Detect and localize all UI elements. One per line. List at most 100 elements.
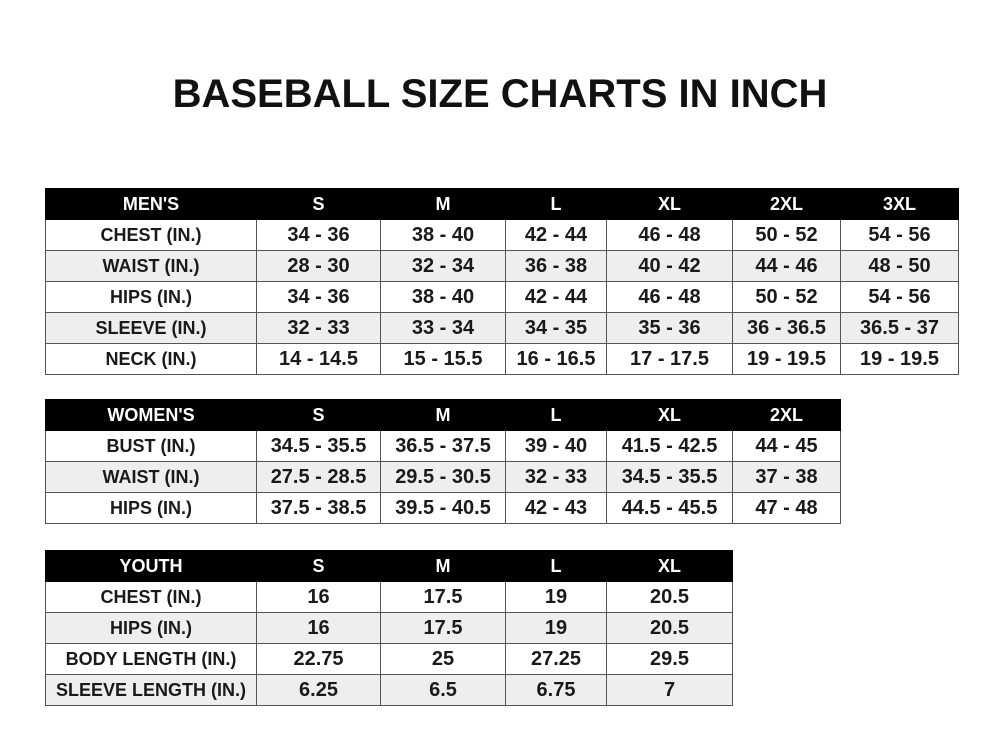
measurement-label: NECK (IN.) [45,343,257,375]
measurement-label: CHEST (IN.) [45,581,257,613]
size-value: 42 - 44 [505,281,607,313]
size-value: 46 - 48 [606,219,733,251]
size-value: 17 - 17.5 [606,343,733,375]
size-value: 7 [606,674,733,706]
size-header: XL [606,188,733,220]
size-value: 19 - 19.5 [732,343,841,375]
size-value: 40 - 42 [606,250,733,282]
size-value: 28 - 30 [256,250,381,282]
size-value: 47 - 48 [732,492,841,524]
table-row: WAIST (IN.) 28 - 30 32 - 34 36 - 38 40 - 42 4… [45,250,959,282]
size-header: XL [606,550,733,582]
size-value: 37 - 38 [732,461,841,493]
measurement-label: SLEEVE LENGTH (IN.) [45,674,257,706]
size-value: 27.5 - 28.5 [256,461,381,493]
size-value: 6.25 [256,674,381,706]
size-value: 39 - 40 [505,430,607,462]
measurement-label: HIPS (IN.) [45,612,257,644]
size-header: M [380,188,506,220]
size-value: 27.25 [505,643,607,675]
size-header: XL [606,399,733,431]
size-value: 34.5 - 35.5 [606,461,733,493]
size-header: 3XL [840,188,959,220]
size-header: L [505,188,607,220]
size-value: 46 - 48 [606,281,733,313]
size-value: 38 - 40 [380,219,506,251]
table-row: CHEST (IN.) 16 17.5 19 20.5 [45,581,733,613]
table-row: BUST (IN.) 34.5 - 35.5 36.5 - 37.5 39 - 40 4… [45,430,841,462]
size-value: 20.5 [606,581,733,613]
size-value: 38 - 40 [380,281,506,313]
size-value: 36 - 38 [505,250,607,282]
size-value: 44.5 - 45.5 [606,492,733,524]
size-value: 48 - 50 [840,250,959,282]
size-value: 35 - 36 [606,312,733,344]
size-value: 54 - 56 [840,219,959,251]
category-header: MEN'S [45,188,257,220]
mens-size-table: MEN'S S M L XL 2XL 3XL CHEST (IN.) 34 - 36 38 - 4… [45,188,959,375]
size-value: 34 - 36 [256,219,381,251]
size-value: 19 - 19.5 [840,343,959,375]
size-value: 20.5 [606,612,733,644]
size-header: L [505,550,607,582]
size-value: 42 - 43 [505,492,607,524]
size-value: 19 [505,612,607,644]
size-header: L [505,399,607,431]
measurement-label: WAIST (IN.) [45,461,257,493]
size-value: 16 [256,612,381,644]
size-value: 34.5 - 35.5 [256,430,381,462]
header-row: YOUTH S M L XL [45,550,733,582]
size-header: S [256,188,381,220]
size-value: 6.75 [505,674,607,706]
table-row: NECK (IN.) 14 - 14.5 15 - 15.5 16 - 16.5 17 … [45,343,959,375]
size-value: 17.5 [380,612,506,644]
page-title: BASEBALL SIZE CHARTS IN INCH [172,72,828,116]
size-header: M [380,399,506,431]
table-row: SLEEVE (IN.) 32 - 33 33 - 34 34 - 35 35 - 36… [45,312,959,344]
size-value: 29.5 - 30.5 [380,461,506,493]
category-header: WOMEN'S [45,399,257,431]
size-header: S [256,399,381,431]
measurement-label: HIPS (IN.) [45,281,257,313]
size-value: 32 - 34 [380,250,506,282]
table-row: SLEEVE LENGTH (IN.) 6.25 6.5 6.75 7 [45,674,733,706]
measurement-label: SLEEVE (IN.) [45,312,257,344]
size-value: 36.5 - 37.5 [380,430,506,462]
measurement-label: BODY LENGTH (IN.) [45,643,257,675]
size-header: M [380,550,506,582]
size-value: 50 - 52 [732,281,841,313]
size-value: 17.5 [380,581,506,613]
size-value: 36 - 36.5 [732,312,841,344]
size-value: 34 - 35 [505,312,607,344]
table-row: BODY LENGTH (IN.) 22.75 25 27.25 29.5 [45,643,733,675]
size-value: 34 - 36 [256,281,381,313]
size-value: 16 - 16.5 [505,343,607,375]
size-value: 44 - 46 [732,250,841,282]
measurement-label: BUST (IN.) [45,430,257,462]
size-value: 32 - 33 [505,461,607,493]
table-row: HIPS (IN.) 37.5 - 38.5 39.5 - 40.5 42 - 43 4… [45,492,841,524]
size-value: 15 - 15.5 [380,343,506,375]
size-value: 14 - 14.5 [256,343,381,375]
size-value: 29.5 [606,643,733,675]
size-value: 37.5 - 38.5 [256,492,381,524]
size-value: 6.5 [380,674,506,706]
size-value: 36.5 - 37 [840,312,959,344]
measurement-label: WAIST (IN.) [45,250,257,282]
size-value: 25 [380,643,506,675]
size-value: 19 [505,581,607,613]
header-row: WOMEN'S S M L XL 2XL [45,399,841,431]
size-value: 16 [256,581,381,613]
size-header: 2XL [732,399,841,431]
header-row: MEN'S S M L XL 2XL 3XL [45,188,959,220]
size-value: 42 - 44 [505,219,607,251]
size-header: 2XL [732,188,841,220]
table-row: CHEST (IN.) 34 - 36 38 - 40 42 - 44 46 - 48 5… [45,219,959,251]
size-value: 33 - 34 [380,312,506,344]
table-row: WAIST (IN.) 27.5 - 28.5 29.5 - 30.5 32 - 33… [45,461,841,493]
measurement-label: CHEST (IN.) [45,219,257,251]
youth-size-table: YOUTH S M L XL CHEST (IN.) 16 17.5 19 20.5 HIPS (I… [45,550,733,706]
size-value: 50 - 52 [732,219,841,251]
size-value: 22.75 [256,643,381,675]
size-header: S [256,550,381,582]
